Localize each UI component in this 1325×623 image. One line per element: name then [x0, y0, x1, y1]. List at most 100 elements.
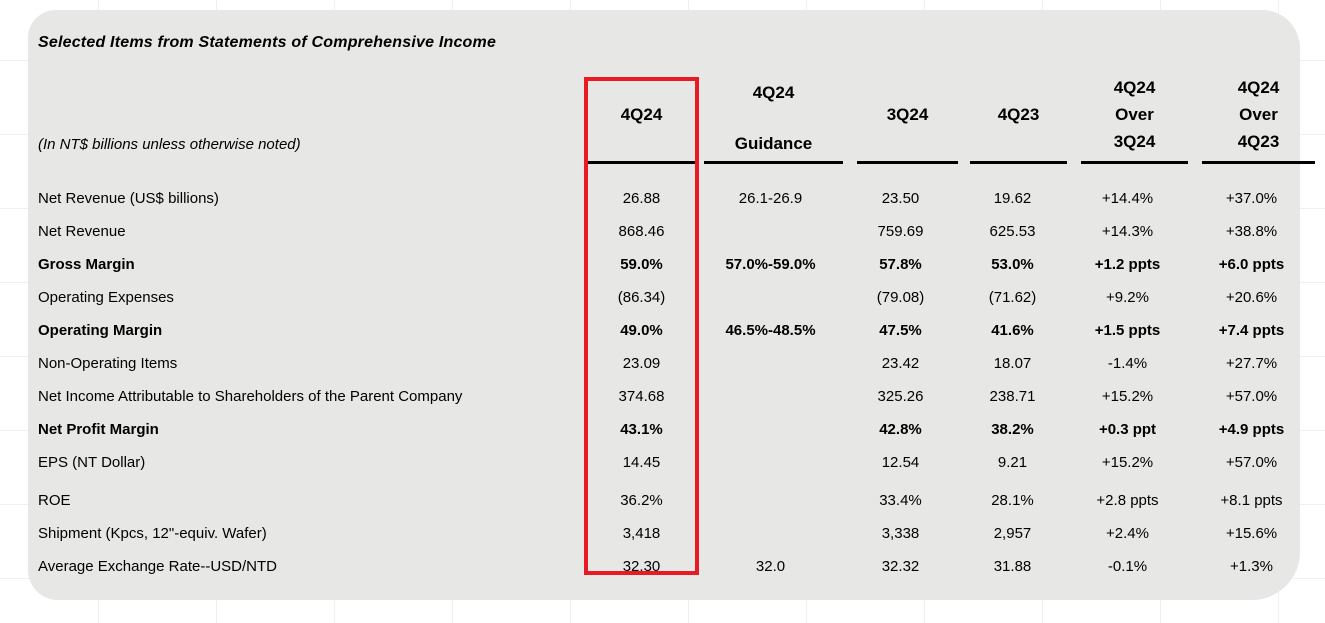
financial-table: (In NT$ billions unless otherwise noted)… — [28, 68, 1315, 583]
cell-q3_24: (79.08) — [876, 289, 925, 306]
cell-qoq: +14.4% — [1101, 190, 1154, 207]
column-header-line: Over — [1115, 105, 1154, 124]
cell-yoy: +4.9 ppts — [1218, 421, 1285, 438]
cell-q4_23: 18.07 — [993, 355, 1032, 372]
table-row: ROE 36.2% 33.4% 28.1% +2.8 ppts +8.1 ppts — [28, 484, 1315, 517]
row-label: ROE — [38, 492, 71, 509]
column-header-line: Over — [1239, 105, 1278, 124]
column-header-4q24-over-3q24: 4Q24 Over 3Q24 — [1081, 68, 1188, 164]
cell-q4_24: 32.30 — [622, 558, 661, 575]
cell-q3_24: 23.50 — [881, 190, 920, 207]
row-label: Net Revenue — [38, 223, 126, 240]
table-row: Non-Operating Items 23.09 23.42 18.07 -1.4% +… — [28, 347, 1315, 380]
units-note: (In NT$ billions unless otherwise noted) — [38, 136, 301, 153]
cell-qoq: +2.4% — [1106, 525, 1149, 542]
cell-yoy: +8.1 ppts — [1220, 492, 1283, 509]
cell-q4_24: 26.88 — [622, 190, 661, 207]
cell-q4_23: 9.21 — [997, 454, 1028, 471]
cell-q4_24: 3,418 — [622, 525, 661, 542]
slide-panel — [28, 10, 1300, 600]
cell-yoy: +57.0% — [1225, 454, 1278, 471]
cell-q4_23: 2,957 — [993, 525, 1032, 542]
cell-q4_24: 49.0% — [620, 322, 663, 339]
cell-qoq: -1.4% — [1107, 355, 1148, 372]
row-label: Operating Margin — [38, 322, 163, 339]
cell-guidance: 32.0 — [755, 558, 786, 575]
table-row: Gross Margin 59.0% 57.0%-59.0% 57.8% 53.0% +1… — [28, 248, 1315, 281]
cell-q3_24: 759.69 — [877, 223, 924, 240]
cell-yoy: +7.4 ppts — [1218, 322, 1285, 339]
column-header-line: Guidance — [734, 134, 813, 153]
table-row: EPS (NT Dollar) 14.45 12.54 9.21 +15.2% +57.0… — [28, 446, 1315, 479]
cell-guidance: 26.1-26.9 — [738, 190, 803, 207]
cell-q3_24: 3,338 — [881, 525, 920, 542]
cell-yoy: +15.6% — [1225, 525, 1278, 542]
table-row: Operating Margin 49.0% 46.5%-48.5% 47.5% 41.… — [28, 314, 1315, 347]
cell-q4_23: 53.0% — [991, 256, 1034, 273]
cell-q4_23: 41.6% — [991, 322, 1034, 339]
row-label: Net Income Attributable to Shareholders … — [38, 388, 463, 405]
cell-q4_23: 238.71 — [989, 388, 1036, 405]
table-row: Average Exchange Rate--USD/NTD 32.30 32.0 3… — [28, 550, 1315, 583]
table-row: Operating Expenses (86.34) (79.08) (71.62) +… — [28, 281, 1315, 314]
column-header-4q24-over-4q23: 4Q24 Over 4Q23 — [1202, 68, 1315, 164]
cell-qoq: +0.3 ppt — [1098, 421, 1157, 438]
row-label: EPS (NT Dollar) — [38, 454, 146, 471]
cell-yoy: +38.8% — [1225, 223, 1278, 240]
column-header-line: 4Q24 — [1113, 78, 1156, 97]
slide-title: Selected Items from Statements of Compre… — [38, 34, 497, 51]
cell-yoy: +27.7% — [1225, 355, 1278, 372]
cell-yoy: +1.3% — [1230, 558, 1273, 575]
cell-qoq: +15.2% — [1101, 454, 1154, 471]
cell-q4_24: 374.68 — [618, 388, 665, 405]
cell-q4_23: 31.88 — [993, 558, 1032, 575]
table-row: Net Profit Margin 43.1% 42.8% 38.2% +0.3 ppt… — [28, 413, 1315, 446]
cell-q4_23: 38.2% — [991, 421, 1034, 438]
row-label: Net Profit Margin — [38, 421, 159, 438]
column-header-line: 4Q23 — [1237, 132, 1280, 151]
cell-q3_24: 32.32 — [881, 558, 920, 575]
row-label: Shipment (Kpcs, 12"-equiv. Wafer) — [38, 525, 267, 542]
cell-q4_24: 36.2% — [620, 492, 663, 509]
cell-q4_24: 23.09 — [622, 355, 661, 372]
column-header-line: 4Q23 — [997, 105, 1040, 124]
cell-q3_24: 33.4% — [879, 492, 922, 509]
cell-qoq: +1.2 ppts — [1094, 256, 1161, 273]
cell-q4_24: (86.34) — [617, 289, 666, 306]
column-header-3q24: 3Q24 — [857, 68, 958, 164]
cell-yoy: +37.0% — [1225, 190, 1278, 207]
row-label: Net Revenue (US$ billions) — [38, 190, 219, 207]
cell-yoy: +57.0% — [1225, 388, 1278, 405]
cell-yoy: +20.6% — [1225, 289, 1278, 306]
cell-q3_24: 325.26 — [877, 388, 924, 405]
table-body: Net Revenue (US$ billions) 26.88 26.1-26.9… — [28, 164, 1315, 583]
table-row: Shipment (Kpcs, 12"-equiv. Wafer) 3,418 3,… — [28, 517, 1315, 550]
column-header-line: 4Q24 — [752, 83, 795, 102]
cell-q3_24: 12.54 — [881, 454, 920, 471]
cell-guidance: 57.0%-59.0% — [725, 256, 816, 273]
cell-q4_23: 28.1% — [991, 492, 1034, 509]
cell-q4_24: 868.46 — [618, 223, 665, 240]
cell-q4_24: 14.45 — [622, 454, 661, 471]
row-label: Operating Expenses — [38, 289, 174, 306]
cell-qoq: +1.5 ppts — [1094, 322, 1161, 339]
table-row: Net Revenue 868.46 759.69 625.53 +14.3% +38.8… — [28, 215, 1315, 248]
column-header-4q24-guidance: 4Q24 Guidance — [704, 68, 843, 164]
row-label: Gross Margin — [38, 256, 135, 273]
row-label: Non-Operating Items — [38, 355, 178, 372]
cell-q3_24: 23.42 — [881, 355, 920, 372]
table-header-row: (In NT$ billions unless otherwise noted)… — [28, 68, 1315, 164]
column-header-line: 4Q24 — [1237, 78, 1280, 97]
column-header-line: 3Q24 — [1113, 132, 1156, 151]
cell-yoy: +6.0 ppts — [1218, 256, 1285, 273]
column-header-line: 4Q24 — [620, 105, 663, 124]
cell-q4_23: 625.53 — [989, 223, 1036, 240]
table-row: Net Revenue (US$ billions) 26.88 26.1-26.9… — [28, 182, 1315, 215]
cell-qoq: +15.2% — [1101, 388, 1154, 405]
row-label: Average Exchange Rate--USD/NTD — [38, 558, 277, 575]
cell-q4_23: (71.62) — [988, 289, 1037, 306]
cell-q3_24: 42.8% — [879, 421, 922, 438]
cell-qoq: +9.2% — [1106, 289, 1149, 306]
cell-qoq: +14.3% — [1101, 223, 1154, 240]
